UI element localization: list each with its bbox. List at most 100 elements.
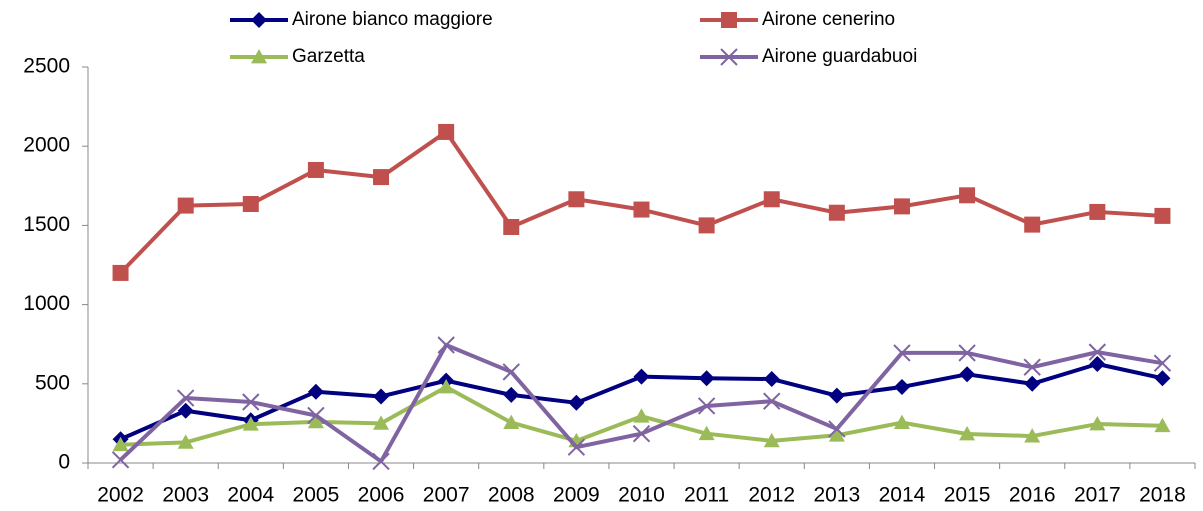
marker [1154, 207, 1171, 224]
marker [763, 371, 780, 388]
marker [502, 363, 520, 381]
x-tick-label: 2004 [227, 484, 274, 507]
marker [568, 191, 585, 208]
marker [438, 123, 455, 140]
x-tick-label: 2015 [944, 484, 991, 507]
marker [242, 393, 260, 411]
marker [633, 201, 650, 218]
x-tick-label: 2018 [1139, 484, 1186, 507]
series [112, 378, 1171, 452]
marker [633, 368, 650, 385]
marker [698, 425, 715, 441]
x-tick-label: 2017 [1074, 484, 1121, 507]
marker [720, 48, 738, 66]
marker [633, 408, 650, 423]
marker [438, 378, 455, 394]
x-tick-label: 2006 [358, 484, 405, 507]
x-tick-label: 2005 [293, 484, 340, 507]
marker [177, 434, 194, 449]
marker [1088, 343, 1107, 361]
marker [1024, 375, 1041, 392]
x-tick-label: 2014 [879, 484, 926, 507]
series [112, 356, 1171, 448]
marker [763, 392, 781, 410]
marker [1089, 356, 1106, 372]
marker [828, 204, 845, 221]
marker [697, 397, 716, 415]
marker [177, 197, 194, 214]
legend-label: Garzetta [292, 46, 365, 67]
y-tick-label: 0 [58, 451, 70, 474]
y-tick-label: 2500 [23, 55, 70, 78]
marker [828, 427, 845, 442]
marker [958, 344, 976, 362]
marker [242, 416, 259, 431]
marker [568, 394, 585, 411]
marker [1024, 428, 1041, 443]
marker [111, 451, 130, 469]
marker [763, 191, 780, 208]
marker [893, 198, 910, 215]
x-tick-label: 2010 [618, 484, 665, 507]
marker [112, 436, 129, 452]
marker [959, 187, 976, 204]
marker [828, 387, 845, 404]
marker [721, 12, 737, 28]
y-tick-label: 1500 [23, 213, 70, 236]
marker [112, 264, 129, 281]
marker [1089, 203, 1106, 220]
marker [251, 12, 267, 28]
x-tick-label: 2003 [162, 484, 209, 507]
series [111, 336, 1172, 471]
marker [1024, 216, 1041, 233]
marker [503, 414, 520, 430]
x-tick-label: 2012 [748, 484, 795, 507]
marker [1153, 354, 1172, 372]
marker [373, 388, 390, 405]
x-tick-label: 2013 [813, 484, 860, 507]
marker [763, 432, 780, 448]
x-tick-label: 2007 [423, 484, 470, 507]
marker [632, 424, 651, 443]
legend-label: Airone guardabuoi [762, 46, 917, 67]
marker [307, 161, 324, 178]
marker [698, 370, 715, 387]
marker [698, 217, 715, 234]
x-tick-label: 2011 [684, 484, 729, 507]
marker [893, 414, 910, 430]
marker [893, 378, 910, 395]
y-tick-label: 2000 [23, 134, 70, 157]
marker [373, 169, 390, 186]
x-tick-label: 2009 [553, 484, 600, 507]
marker [503, 386, 520, 403]
marker [959, 366, 976, 383]
marker [373, 415, 390, 430]
x-tick-label: 2016 [1009, 484, 1056, 507]
marker [567, 438, 586, 456]
marker [242, 196, 259, 213]
y-tick-label: 500 [35, 371, 70, 394]
marker [307, 406, 325, 425]
marker [1023, 358, 1041, 376]
legend: Airone bianco maggiore Airone cenerino Gar… [230, 9, 917, 67]
series-line [119, 342, 1163, 464]
marker [307, 383, 324, 400]
marker [1089, 416, 1106, 431]
marker [828, 420, 846, 438]
marker [176, 389, 195, 407]
legend-label: Airone cenerino [762, 9, 895, 30]
marker [893, 344, 911, 362]
series [112, 123, 1171, 281]
marker [251, 49, 267, 64]
legend-label: Airone bianco maggiore [292, 9, 493, 30]
marker [1154, 370, 1171, 387]
marker [959, 426, 976, 441]
marker [437, 336, 455, 354]
marker [177, 402, 194, 419]
marker [372, 452, 390, 471]
y-tick-label: 1000 [23, 292, 70, 315]
x-tick-label: 2002 [97, 484, 144, 507]
marker [503, 218, 520, 235]
x-tick-label: 2008 [488, 484, 535, 507]
marker [1154, 417, 1171, 433]
